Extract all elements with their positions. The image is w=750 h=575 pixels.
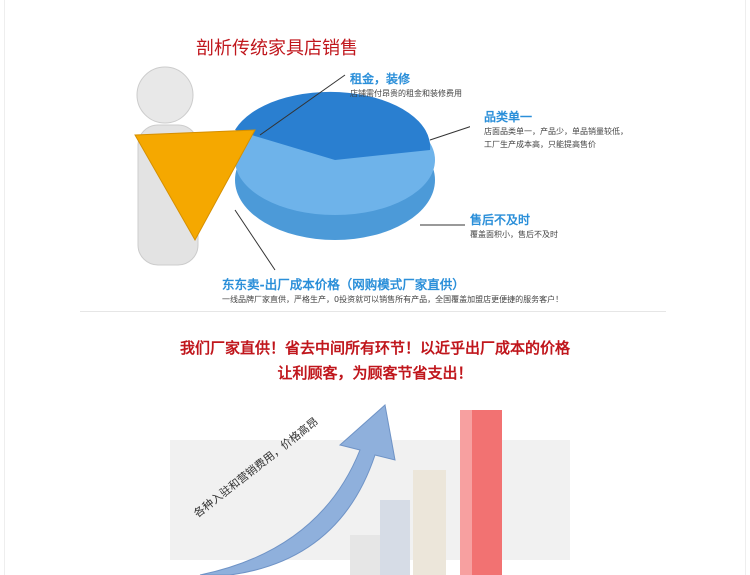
- slogan-line-1: 我们厂家直供！省去中间所有环节！以近乎出厂成本的价格: [179, 339, 570, 357]
- page-frame: [4, 0, 746, 575]
- bar-3: [413, 470, 446, 575]
- callout-text: 店面品类单一，产品少，单品销量较低，: [484, 127, 628, 136]
- slogan-line-2: 让利顾客，为顾客节省支出！: [277, 364, 473, 382]
- callout-text-2: 工厂生产成本高，只能提高售价: [484, 140, 596, 149]
- callout-category: 品类单一 店面品类单一，产品少，单品销量较低， 工厂生产成本高，只能提高售价: [484, 108, 628, 151]
- callout-heading: 售后不及时: [470, 213, 531, 227]
- pie-slice-dark: [235, 91, 431, 160]
- pie-slice-orange: [134, 129, 256, 242]
- section-title: 剖析传统家具店销售: [196, 38, 358, 59]
- callout-heading: 租金，装修: [350, 72, 411, 86]
- callout-rent: 租金，装修 店铺需付昂贵的租金和装修费用: [350, 70, 462, 100]
- callout-text: 一线品牌厂家直供，严格生产，0投资就可以销售所有产品，全国覆盖加盟店更便捷的服务…: [222, 295, 564, 304]
- callout-heading: 品类单一: [484, 110, 533, 124]
- callout-factory: 东东卖-出厂成本价格（网购模式厂家直供） 一线品牌厂家直供，严格生产，0投资就可…: [222, 274, 563, 306]
- callout-text: 店铺需付昂贵的租金和装修费用: [350, 89, 462, 98]
- callout-aftersales: 售后不及时 覆盖面积小，售后不及时: [470, 211, 558, 241]
- callout-heading: 东东卖-出厂成本价格（网购模式厂家直供）: [222, 277, 465, 292]
- bar-2: [380, 500, 410, 575]
- callout-text: 覆盖面积小，售后不及时: [470, 230, 558, 239]
- figure-head: [136, 66, 194, 124]
- divider: [80, 311, 666, 312]
- rising-arrow: [199, 404, 396, 575]
- pie-infographic: [134, 66, 470, 271]
- growth-graphic: [170, 404, 570, 575]
- bar-1: [350, 535, 380, 575]
